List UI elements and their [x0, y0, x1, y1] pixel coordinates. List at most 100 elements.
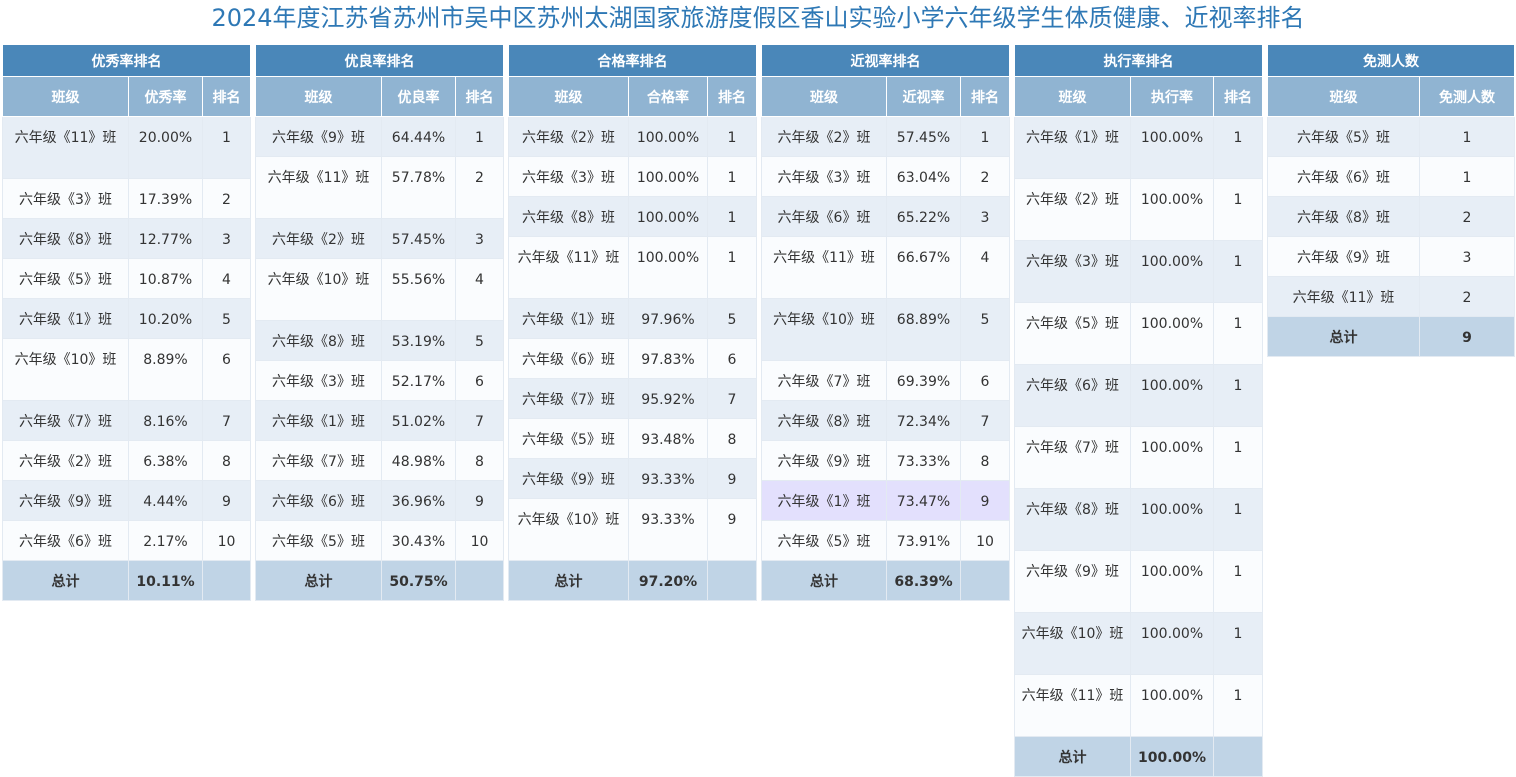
rank-cell: 9	[959, 480, 1011, 521]
table-row: 六年级《6》班 2.17% 10	[2, 520, 252, 561]
class-cell: 六年级《5》班	[2, 258, 129, 299]
rank-cell: 3	[959, 196, 1011, 237]
table-row: 六年级《2》班 57.45% 1	[761, 116, 1011, 157]
table-row: 六年级《3》班 52.17% 6	[255, 360, 505, 401]
table-row: 六年级《7》班 69.39% 6	[761, 360, 1011, 401]
class-cell: 六年级《2》班	[761, 116, 887, 157]
table-row: 六年级《5》班 73.91% 10	[761, 520, 1011, 561]
column-header: 优秀率	[128, 76, 203, 117]
table-row: 六年级《5》班 100.00% 1	[1014, 302, 1264, 365]
table-row: 六年级《11》班 57.78% 2	[255, 156, 505, 219]
column-header: 优良率	[381, 76, 456, 117]
table-row: 六年级《9》班 73.33% 8	[761, 440, 1011, 481]
rate-cell: 100.00%	[1130, 550, 1214, 613]
rank-cell: 1	[1212, 116, 1264, 179]
column-header: 排名	[201, 76, 252, 117]
rank-cell: 5	[454, 320, 505, 361]
total-row: 总计 10.11%	[2, 560, 252, 601]
class-cell: 六年级《7》班	[761, 360, 887, 401]
rate-cell: 55.56%	[381, 258, 456, 321]
class-cell: 六年级《8》班	[1267, 196, 1420, 237]
table-row: 六年级《1》班 100.00% 1	[1014, 116, 1264, 179]
class-cell: 六年级《5》班	[508, 418, 629, 459]
column-header: 排名	[454, 76, 505, 117]
total-label: 总计	[1014, 736, 1131, 777]
class-cell: 六年级《10》班	[761, 298, 887, 361]
rate-cell: 66.67%	[886, 236, 961, 299]
rank-cell: 1	[454, 116, 505, 157]
table-row: 六年级《10》班 55.56% 4	[255, 258, 505, 321]
column-header: 合格率	[628, 76, 708, 117]
rate-cell: 100.00%	[1130, 674, 1214, 737]
rate-cell: 48.98%	[381, 440, 456, 481]
rank-cell: 1	[1212, 178, 1264, 241]
table-title: 免测人数	[1267, 44, 1515, 77]
page-title: 2024年度江苏省苏州市吴中区苏州太湖国家旅游度假区香山实验小学六年级学生体质健…	[211, 4, 1305, 32]
total-rank	[959, 560, 1011, 601]
total-rank	[454, 560, 505, 601]
rate-cell: 8.89%	[128, 338, 203, 401]
class-cell: 六年级《1》班	[255, 400, 382, 441]
rate-cell: 100.00%	[628, 236, 708, 299]
rate-cell: 93.33%	[628, 498, 708, 561]
table-row: 六年级《5》班 93.48% 8	[508, 418, 758, 459]
class-cell: 六年级《7》班	[508, 378, 629, 419]
total-label: 总计	[508, 560, 629, 601]
rate-cell: 95.92%	[628, 378, 708, 419]
column-header: 班级	[761, 76, 887, 117]
table-row: 六年级《5》班 10.87% 4	[2, 258, 252, 299]
class-cell: 六年级《1》班	[508, 298, 629, 339]
class-cell: 六年级《2》班	[508, 116, 629, 157]
total-value: 97.20%	[628, 560, 708, 601]
total-value: 68.39%	[886, 560, 961, 601]
rate-cell: 57.78%	[381, 156, 456, 219]
rate-cell: 57.45%	[381, 218, 456, 259]
rank-cell: 10	[454, 520, 505, 561]
table-row: 六年级《9》班 64.44% 1	[255, 116, 505, 157]
count-cell: 2	[1419, 196, 1515, 237]
table-row: 六年级《7》班 48.98% 8	[255, 440, 505, 481]
table-row: 六年级《8》班 72.34% 7	[761, 400, 1011, 441]
rate-cell: 100.00%	[1130, 364, 1214, 427]
table-row: 六年级《11》班 100.00% 1	[1014, 674, 1264, 737]
table-row: 六年级《6》班 1	[1267, 156, 1515, 197]
class-cell: 六年级《10》班	[2, 338, 129, 401]
rate-cell: 100.00%	[1130, 302, 1214, 365]
table-row: 六年级《8》班 53.19% 5	[255, 320, 505, 361]
rank-cell: 1	[706, 116, 758, 157]
class-cell: 六年级《8》班	[1014, 488, 1131, 551]
total-label: 总计	[255, 560, 382, 601]
column-header: 排名	[959, 76, 1011, 117]
rank-cell: 1	[706, 156, 758, 197]
table-title: 合格率排名	[507, 44, 758, 77]
rate-cell: 100.00%	[1130, 116, 1214, 179]
table-row: 六年级《10》班 93.33% 9	[508, 498, 758, 561]
count-cell: 2	[1419, 276, 1515, 317]
class-cell: 六年级《1》班	[1014, 116, 1131, 179]
table-row: 六年级《9》班 3	[1267, 236, 1515, 277]
rate-cell: 52.17%	[381, 360, 456, 401]
total-rank	[1212, 736, 1264, 777]
class-cell: 六年级《3》班	[508, 156, 629, 197]
class-cell: 六年级《7》班	[2, 400, 129, 441]
rate-cell: 100.00%	[628, 156, 708, 197]
class-cell: 六年级《9》班	[761, 440, 887, 481]
table-row: 六年级《1》班 97.96% 5	[508, 298, 758, 339]
class-cell: 六年级《10》班	[1014, 612, 1131, 675]
total-value: 50.75%	[381, 560, 456, 601]
class-cell: 六年级《8》班	[255, 320, 382, 361]
rank-cell: 1	[959, 116, 1011, 157]
table-row: 六年级《2》班 6.38% 8	[2, 440, 252, 481]
rate-cell: 8.16%	[128, 400, 203, 441]
rate-cell: 64.44%	[381, 116, 456, 157]
table-row: 六年级《11》班 20.00% 1	[2, 116, 252, 179]
rate-cell: 51.02%	[381, 400, 456, 441]
class-cell: 六年级《11》班	[1267, 276, 1420, 317]
column-header: 执行率	[1130, 76, 1214, 117]
class-cell: 六年级《6》班	[761, 196, 887, 237]
column-header: 免测人数	[1419, 76, 1515, 117]
table-row: 六年级《2》班 57.45% 3	[255, 218, 505, 259]
table-row: 六年级《5》班 1	[1267, 116, 1515, 157]
class-cell: 六年级《8》班	[2, 218, 129, 259]
table-row: 六年级《9》班 100.00% 1	[1014, 550, 1264, 613]
